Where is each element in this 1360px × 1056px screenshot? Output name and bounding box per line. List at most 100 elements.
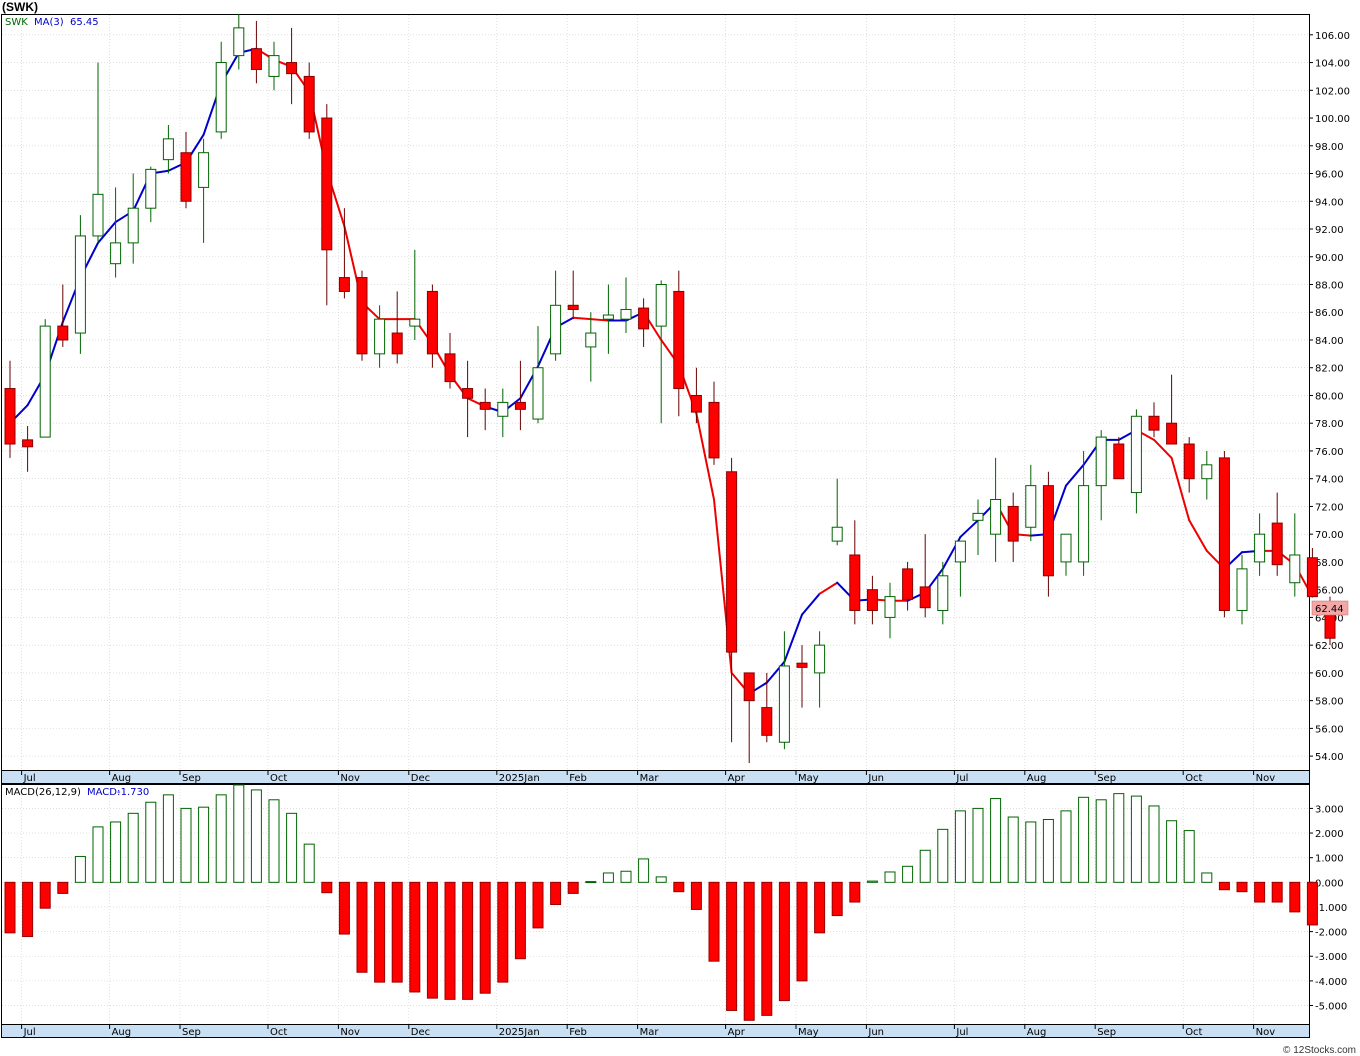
candle	[655, 280, 667, 424]
macd-bar	[1130, 795, 1142, 883]
macd-bar	[532, 881, 544, 929]
candle	[726, 457, 738, 743]
x-tick-label: Nov	[340, 773, 360, 784]
candle	[638, 298, 650, 347]
macd-legend-value: -1.730	[117, 787, 149, 798]
candle-body	[268, 55, 280, 77]
candle-body	[937, 575, 949, 611]
price-tick-label: 76.00	[1315, 447, 1344, 458]
candle	[286, 27, 298, 105]
candle	[796, 645, 808, 708]
price-tick-label: 54.00	[1315, 752, 1344, 763]
macd-bar	[954, 810, 966, 883]
macd-bar	[638, 858, 650, 883]
chart-title: (SWK)	[2, 0, 38, 14]
x-tick-label: Jun	[867, 1027, 884, 1038]
macd-bar	[162, 794, 174, 883]
x-tick-label: Oct	[1185, 1027, 1202, 1038]
price-tick-label: 102.00	[1315, 86, 1350, 97]
candle	[198, 138, 210, 243]
macd-bar	[690, 881, 702, 910]
candle	[1254, 513, 1266, 576]
macd-bar	[180, 807, 192, 883]
price-tick-label: 78.00	[1315, 419, 1344, 430]
footer-credit: © 12Stocks.com	[1283, 1045, 1356, 1056]
macd-bar	[1042, 818, 1054, 883]
macd-bar	[391, 881, 403, 983]
macd-bar	[884, 871, 896, 883]
candle	[250, 20, 262, 84]
candle-body	[708, 401, 720, 459]
macd-bar	[761, 881, 773, 1016]
x-tick-label: Aug	[112, 773, 132, 784]
candle-body	[866, 589, 878, 611]
x-tick-label: Jul	[955, 1027, 968, 1038]
candle	[1042, 471, 1054, 597]
candle-body	[796, 662, 808, 668]
macd-bar	[321, 881, 333, 894]
price-tick-label: 72.00	[1315, 502, 1344, 513]
macd-bar	[585, 881, 597, 884]
candle-body	[1007, 505, 1019, 542]
candle-body	[356, 277, 368, 355]
candle	[426, 284, 438, 368]
macd-bar	[673, 881, 685, 893]
x-tick-label: Sep	[182, 773, 201, 784]
candle	[39, 319, 51, 438]
candle-body	[620, 308, 632, 320]
candle-body	[286, 62, 298, 75]
x-tick-label: Mar	[640, 1027, 660, 1038]
macd-tick-label: -5.000	[1315, 1002, 1347, 1013]
ma-segment	[1170, 456, 1191, 522]
candle-body	[849, 554, 861, 611]
price-tick-label: 62.00	[1315, 641, 1344, 652]
macd-bar	[268, 799, 280, 883]
x-tick-label: Apr	[728, 773, 746, 784]
macd-bar	[620, 870, 632, 883]
candle-body	[180, 152, 192, 202]
ma-segment	[1065, 463, 1085, 487]
candle	[110, 187, 122, 278]
macd-legend-label: MACD:	[87, 787, 120, 798]
price-tick-label: 56.00	[1315, 724, 1344, 735]
candle	[532, 326, 544, 424]
candle-body	[497, 401, 509, 417]
candle	[567, 270, 579, 320]
x-tick-label: Sep	[1097, 1027, 1116, 1038]
candle-body	[743, 672, 755, 702]
candle-body	[127, 207, 139, 244]
candle-body	[778, 665, 790, 743]
candle-body	[954, 540, 966, 563]
macd-bar	[972, 807, 984, 883]
macd-bar	[814, 881, 826, 934]
candle-body	[409, 318, 421, 327]
x-tick-label: Feb	[569, 773, 587, 784]
macd-bar	[409, 881, 421, 993]
candle-body	[532, 367, 544, 420]
candle-body	[338, 277, 350, 292]
candle-body	[919, 586, 931, 609]
candle	[180, 131, 192, 209]
macd-bar	[198, 806, 210, 883]
candle-body	[1236, 568, 1248, 611]
x-tick-label: Oct	[270, 773, 287, 784]
candle-body	[74, 235, 86, 334]
ma-segment	[959, 519, 979, 538]
candle	[690, 367, 702, 424]
macd-bar	[1218, 881, 1230, 891]
candle	[1148, 402, 1160, 438]
price-y-axis: 54.0056.0058.0060.0062.0064.0066.0068.00…	[1309, 31, 1350, 763]
macd-bar	[233, 784, 245, 883]
macd-bar	[497, 881, 509, 983]
candle	[972, 499, 984, 555]
x-tick-label: 2025Jan	[499, 1027, 540, 1038]
price-grid	[2, 15, 1309, 770]
candle-body	[479, 401, 491, 410]
macd-bar	[1166, 820, 1178, 883]
candle-body	[831, 526, 843, 542]
candle	[215, 41, 227, 139]
candle-body	[1095, 436, 1107, 487]
macd-bar	[1078, 796, 1090, 883]
candle	[919, 534, 931, 618]
x-axis-bottom: Jul Aug Sep Oct Nov Dec 2025Jan Feb Mar Apr May Jun…	[21, 1025, 1275, 1038]
